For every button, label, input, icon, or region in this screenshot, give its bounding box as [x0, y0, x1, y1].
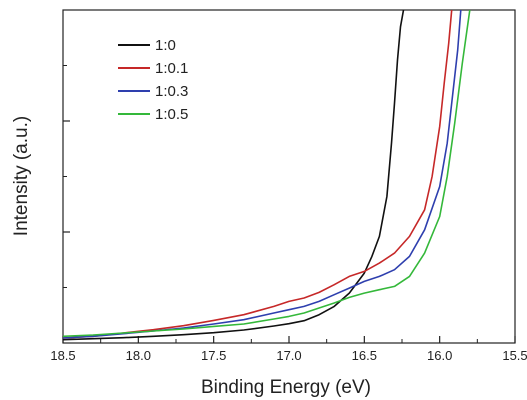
- legend-label-2: 1:0.1: [155, 60, 188, 77]
- x-tick-label: 18.0: [126, 348, 151, 363]
- x-tick-label: 16.0: [427, 348, 452, 363]
- y-axis-ticks: [63, 65, 70, 288]
- series-layer: [63, 10, 471, 341]
- legend: 1:0 1:0.1 1:0.3 1:0.5: [118, 37, 188, 123]
- x-tick-label: 15.5: [502, 348, 527, 363]
- x-tick-label: 17.5: [201, 348, 226, 363]
- y-axis-title: Intensity (a.u.): [11, 116, 32, 236]
- x-tick-label: 17.0: [276, 348, 301, 363]
- legend-label-4: 1:0.5: [155, 106, 188, 123]
- series-line-1: [63, 10, 405, 341]
- x-tick-label: 18.5: [50, 348, 75, 363]
- series-line-2: [63, 10, 453, 339]
- plot-area: [62, 9, 516, 344]
- x-tick-label: 16.5: [352, 348, 377, 363]
- legend-label-3: 1:0.3: [155, 83, 188, 100]
- x-axis-ticks: 18.5 18.0 17.5 17.0 16.5 16.0 15.5: [50, 336, 527, 363]
- x-axis-title: Binding Energy (eV): [201, 377, 371, 398]
- series-line-4: [63, 10, 471, 338]
- legend-label-1: 1:0: [155, 37, 176, 54]
